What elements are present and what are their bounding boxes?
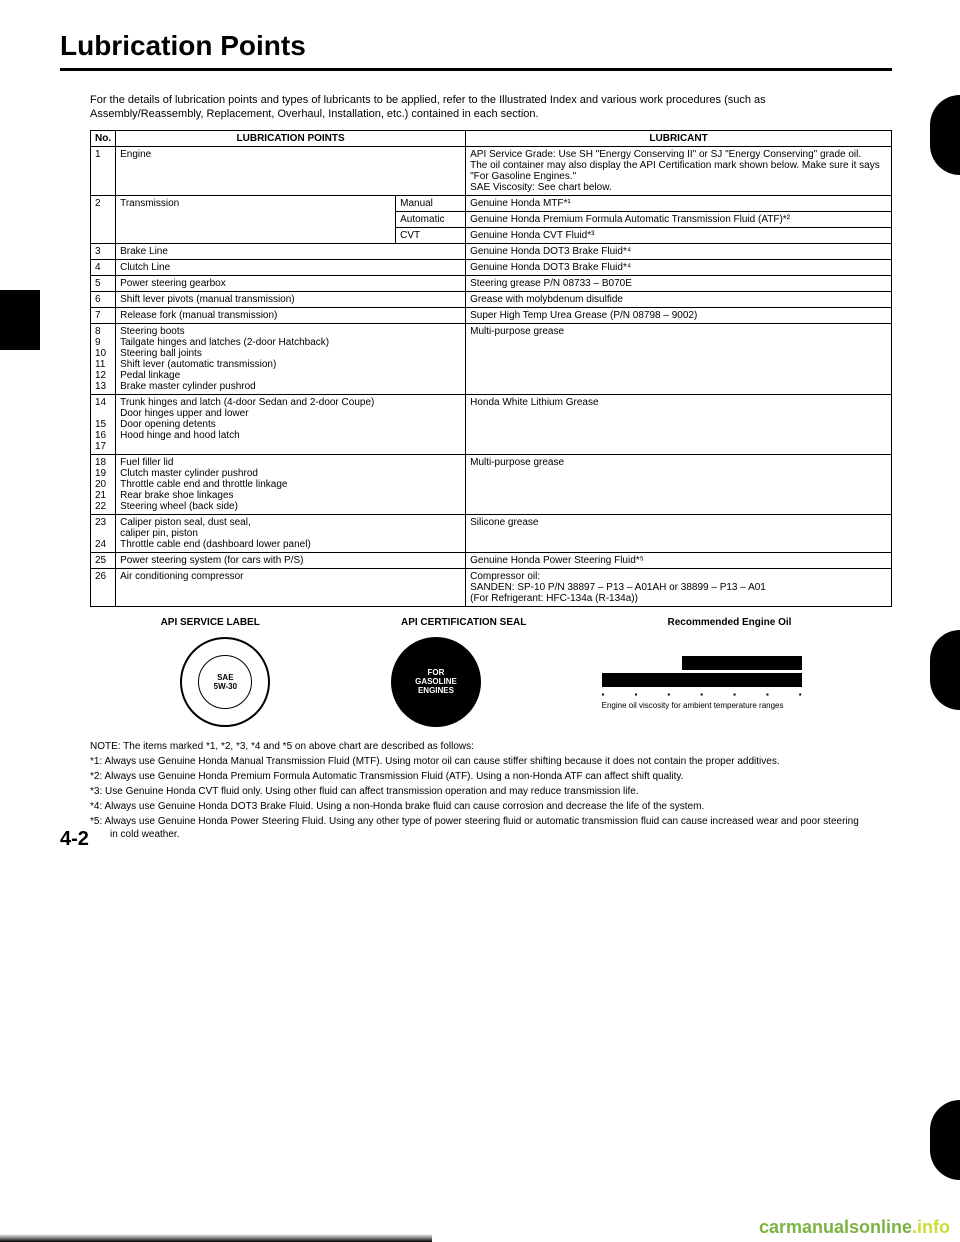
note-item: *1: Always use Genuine Honda Manual Tran… — [90, 755, 862, 768]
seal2-line3: ENGINES — [418, 686, 454, 695]
api-service-seal: SAE 5W-30 — [180, 637, 270, 727]
notes-heading: NOTE: The items marked *1, *2, *3, *4 an… — [90, 740, 862, 753]
cell-no: 14 15 16 17 — [91, 394, 116, 454]
cell-lubricant: Genuine Honda Power Steering Fluid*⁵ — [466, 552, 892, 568]
note-item: *4: Always use Genuine Honda DOT3 Brake … — [90, 800, 862, 813]
cell-no: 4 — [91, 259, 116, 275]
cell-lubricant: Multi-purpose grease — [466, 323, 892, 394]
cell-no: 8 9 10 11 12 13 — [91, 323, 116, 394]
seal2-line2: GASOLINE — [415, 677, 457, 686]
cell-lubricant: Genuine Honda CVT Fluid*³ — [466, 227, 892, 243]
cell-subtype: Manual — [396, 195, 466, 211]
cell-points: Trunk hinges and latch (4-door Sedan and… — [116, 394, 466, 454]
cell-points: Power steering system (for cars with P/S… — [116, 552, 466, 568]
header-lubricant: LUBRICANT — [466, 130, 892, 146]
seal1-line2: 5W-30 — [214, 682, 237, 691]
binder-ring-icon — [930, 1100, 960, 1180]
cell-no: 5 — [91, 275, 116, 291]
notes-section: NOTE: The items marked *1, *2, *3, *4 an… — [90, 740, 862, 841]
cell-subtype: CVT — [396, 227, 466, 243]
cell-points: Release fork (manual transmission) — [116, 307, 466, 323]
note-item: *2: Always use Genuine Honda Premium For… — [90, 770, 862, 783]
note-item: *3: Use Genuine Honda CVT fluid only. Us… — [90, 785, 862, 798]
cell-lubricant: Super High Temp Urea Grease (P/N 08798 –… — [466, 307, 892, 323]
lubrication-table: No. LUBRICATION POINTS LUBRICANT 1Engine… — [90, 130, 892, 607]
cell-no: 23 24 — [91, 514, 116, 552]
cell-lubricant: Compressor oil: SANDEN: SP-10 P/N 38897 … — [466, 568, 892, 606]
cell-points: Transmission — [116, 195, 396, 243]
seal2-line1: FOR — [428, 668, 445, 677]
cell-points: Air conditioning compressor — [116, 568, 466, 606]
cell-lubricant: Genuine Honda MTF*¹ — [466, 195, 892, 211]
cell-points: Engine — [116, 146, 466, 195]
cell-points: Shift lever pivots (manual transmission) — [116, 291, 466, 307]
cell-points: Caliper piston seal, dust seal, caliper … — [116, 514, 466, 552]
cell-lubricant: Multi-purpose grease — [466, 454, 892, 514]
cell-points: Power steering gearbox — [116, 275, 466, 291]
header-no: No. — [91, 130, 116, 146]
viscosity-chart: ▪▪▪▪▪▪▪ Engine oil viscosity for ambient… — [602, 653, 802, 710]
cell-points: Brake Line — [116, 243, 466, 259]
page-number: 4-2 — [60, 828, 89, 851]
cell-no: 3 — [91, 243, 116, 259]
label-recommended: Recommended Engine Oil — [668, 617, 792, 628]
cell-subtype: Automatic — [396, 211, 466, 227]
intro-text: For the details of lubrication points an… — [90, 93, 872, 122]
cell-lubricant: Grease with molybdenum disulfide — [466, 291, 892, 307]
label-api-cert: API CERTIFICATION SEAL — [401, 617, 526, 628]
cell-points: Steering boots Tailgate hinges and latch… — [116, 323, 466, 394]
api-cert-seal: FOR GASOLINE ENGINES — [391, 637, 481, 727]
cell-lubricant: Genuine Honda DOT3 Brake Fluid*⁴ — [466, 243, 892, 259]
label-api-service: API SERVICE LABEL — [161, 617, 260, 628]
header-points: LUBRICATION POINTS — [116, 130, 466, 146]
cell-lubricant: Genuine Honda Premium Formula Automatic … — [466, 211, 892, 227]
divider — [60, 68, 892, 71]
cell-no: 2 — [91, 195, 116, 243]
cell-no: 25 — [91, 552, 116, 568]
cell-points: Fuel filler lid Clutch master cylinder p… — [116, 454, 466, 514]
cell-points: Clutch Line — [116, 259, 466, 275]
cell-no: 26 — [91, 568, 116, 606]
cell-lubricant: Genuine Honda DOT3 Brake Fluid*⁴ — [466, 259, 892, 275]
cell-lubricant: Steering grease P/N 08733 – B070E — [466, 275, 892, 291]
cell-no: 1 — [91, 146, 116, 195]
cell-lubricant: Honda White Lithium Grease — [466, 394, 892, 454]
scan-shadow — [0, 1234, 432, 1242]
viscosity-caption: Engine oil viscosity for ambient tempera… — [602, 701, 802, 710]
note-item: *5: Always use Genuine Honda Power Steer… — [90, 815, 862, 841]
cell-no: 6 — [91, 291, 116, 307]
watermark: carmanualsonline.info — [759, 1217, 950, 1238]
cell-no: 18 19 20 21 22 — [91, 454, 116, 514]
cell-no: 7 — [91, 307, 116, 323]
seal1-line1: SAE — [217, 673, 233, 682]
cell-lubricant: Silicone grease — [466, 514, 892, 552]
page-title: Lubrication Points — [60, 30, 892, 62]
cell-lubricant: API Service Grade: Use SH "Energy Conser… — [466, 146, 892, 195]
